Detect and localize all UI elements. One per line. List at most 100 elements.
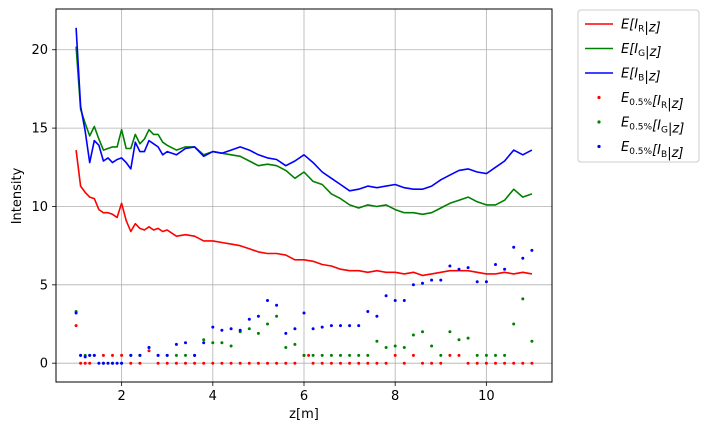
series-point-4 bbox=[393, 344, 397, 348]
legend-text-part: [I bbox=[652, 94, 661, 109]
legend-text-part: |z] bbox=[667, 97, 683, 112]
series-point-4 bbox=[430, 344, 434, 348]
series-point-5 bbox=[97, 361, 101, 365]
legend-subscript: 0.5% bbox=[629, 147, 652, 157]
series-point-3 bbox=[521, 361, 525, 365]
series-point-5 bbox=[147, 346, 151, 349]
series-point-4 bbox=[256, 331, 260, 335]
series-point-5 bbox=[83, 355, 87, 359]
series-point-4 bbox=[357, 353, 361, 357]
series-line-1 bbox=[75, 46, 533, 216]
series-point-3 bbox=[220, 361, 224, 365]
legend-text-part: |z] bbox=[667, 146, 683, 161]
series-point-3 bbox=[375, 361, 379, 365]
series-point-3 bbox=[129, 361, 133, 365]
series-point-4 bbox=[475, 353, 479, 357]
series-point-3 bbox=[120, 353, 124, 357]
series-point-5 bbox=[320, 325, 324, 329]
series-point-5 bbox=[457, 267, 461, 271]
series-point-5 bbox=[193, 353, 197, 357]
series-point-5 bbox=[111, 361, 114, 365]
series-point-3 bbox=[184, 361, 187, 365]
series-point-3 bbox=[307, 353, 311, 357]
series-point-4 bbox=[211, 341, 215, 345]
series-point-4 bbox=[302, 353, 306, 357]
series-point-5 bbox=[503, 267, 507, 271]
series-point-5 bbox=[348, 324, 352, 328]
legend-label: E0.5%[IB|z] bbox=[621, 140, 683, 161]
series-point-3 bbox=[411, 353, 415, 357]
series-point-3 bbox=[88, 361, 92, 365]
y-tick-label: 10 bbox=[31, 200, 48, 215]
x-tick-label: 6 bbox=[300, 389, 308, 404]
series-point-3 bbox=[430, 361, 434, 365]
legend-text-part: E bbox=[621, 91, 630, 106]
series-point-5 bbox=[311, 327, 315, 331]
series-point-3 bbox=[393, 353, 397, 357]
series-point-5 bbox=[302, 311, 306, 315]
series-point-4 bbox=[202, 338, 206, 342]
series-point-3 bbox=[156, 361, 160, 365]
series-point-4 bbox=[521, 297, 525, 301]
series-point-5 bbox=[138, 353, 142, 357]
series-point-5 bbox=[156, 353, 160, 357]
series-point-3 bbox=[466, 361, 470, 365]
series-point-4 bbox=[229, 344, 233, 348]
series-point-3 bbox=[494, 361, 497, 365]
series-point-5 bbox=[275, 303, 279, 307]
series-point-5 bbox=[521, 256, 525, 260]
series-point-5 bbox=[384, 294, 388, 298]
series-point-4 bbox=[174, 353, 178, 357]
legend-subscript: B bbox=[661, 150, 667, 160]
series-point-3 bbox=[193, 361, 197, 365]
legend-label: E[IR|z] bbox=[621, 18, 661, 36]
y-axis-label: Intensity bbox=[10, 167, 25, 224]
x-axis-label: z[m] bbox=[289, 407, 319, 422]
series-point-3 bbox=[320, 361, 324, 365]
series-point-3 bbox=[484, 361, 488, 365]
series-point-3 bbox=[384, 361, 388, 365]
legend-subscript: B bbox=[638, 74, 644, 84]
series-point-4 bbox=[375, 339, 379, 343]
series-point-3 bbox=[147, 349, 151, 353]
series-point-3 bbox=[293, 361, 297, 365]
series-point-4 bbox=[311, 353, 315, 357]
series-point-4 bbox=[366, 353, 370, 357]
series-point-3 bbox=[211, 361, 215, 365]
legend-subscript: 0.5% bbox=[629, 123, 652, 133]
series-point-5 bbox=[484, 280, 488, 284]
legend-swatch-point bbox=[597, 95, 601, 100]
legend-text-part: |z] bbox=[645, 45, 661, 60]
series-point-4 bbox=[184, 353, 187, 357]
series-point-5 bbox=[211, 325, 215, 329]
series-point-5 bbox=[512, 245, 516, 249]
series-point-4 bbox=[512, 322, 516, 326]
series-point-5 bbox=[284, 331, 288, 335]
legend-subscript: R bbox=[661, 101, 667, 111]
series-point-5 bbox=[101, 361, 105, 365]
series-point-5 bbox=[238, 328, 242, 332]
series-point-3 bbox=[229, 361, 233, 365]
series-point-3 bbox=[74, 324, 78, 328]
legend: E[IR|z]E[IG|z]E[IB|z]E0.5%[IR|z]E0.5%[IG… bbox=[577, 9, 700, 163]
series-point-3 bbox=[238, 361, 242, 365]
series-point-5 bbox=[366, 310, 370, 313]
series-point-4 bbox=[275, 314, 279, 318]
legend-text-part: E bbox=[621, 140, 630, 155]
series-point-5 bbox=[266, 299, 269, 302]
legend-subscript: R bbox=[638, 25, 644, 35]
x-tick-label: 10 bbox=[478, 389, 495, 404]
series-point-4 bbox=[348, 353, 352, 357]
series-point-4 bbox=[466, 336, 470, 340]
series-point-3 bbox=[256, 361, 260, 365]
series-point-3 bbox=[339, 361, 342, 365]
legend-label: E0.5%[IG|z] bbox=[621, 116, 684, 137]
legend-text-part: E bbox=[621, 116, 630, 131]
series-point-3 bbox=[402, 361, 406, 365]
series-point-5 bbox=[339, 324, 342, 328]
series-point-3 bbox=[348, 361, 352, 365]
series-point-4 bbox=[339, 353, 342, 357]
series-point-5 bbox=[530, 248, 534, 252]
series-point-5 bbox=[466, 266, 470, 270]
series-line-0 bbox=[75, 150, 533, 277]
